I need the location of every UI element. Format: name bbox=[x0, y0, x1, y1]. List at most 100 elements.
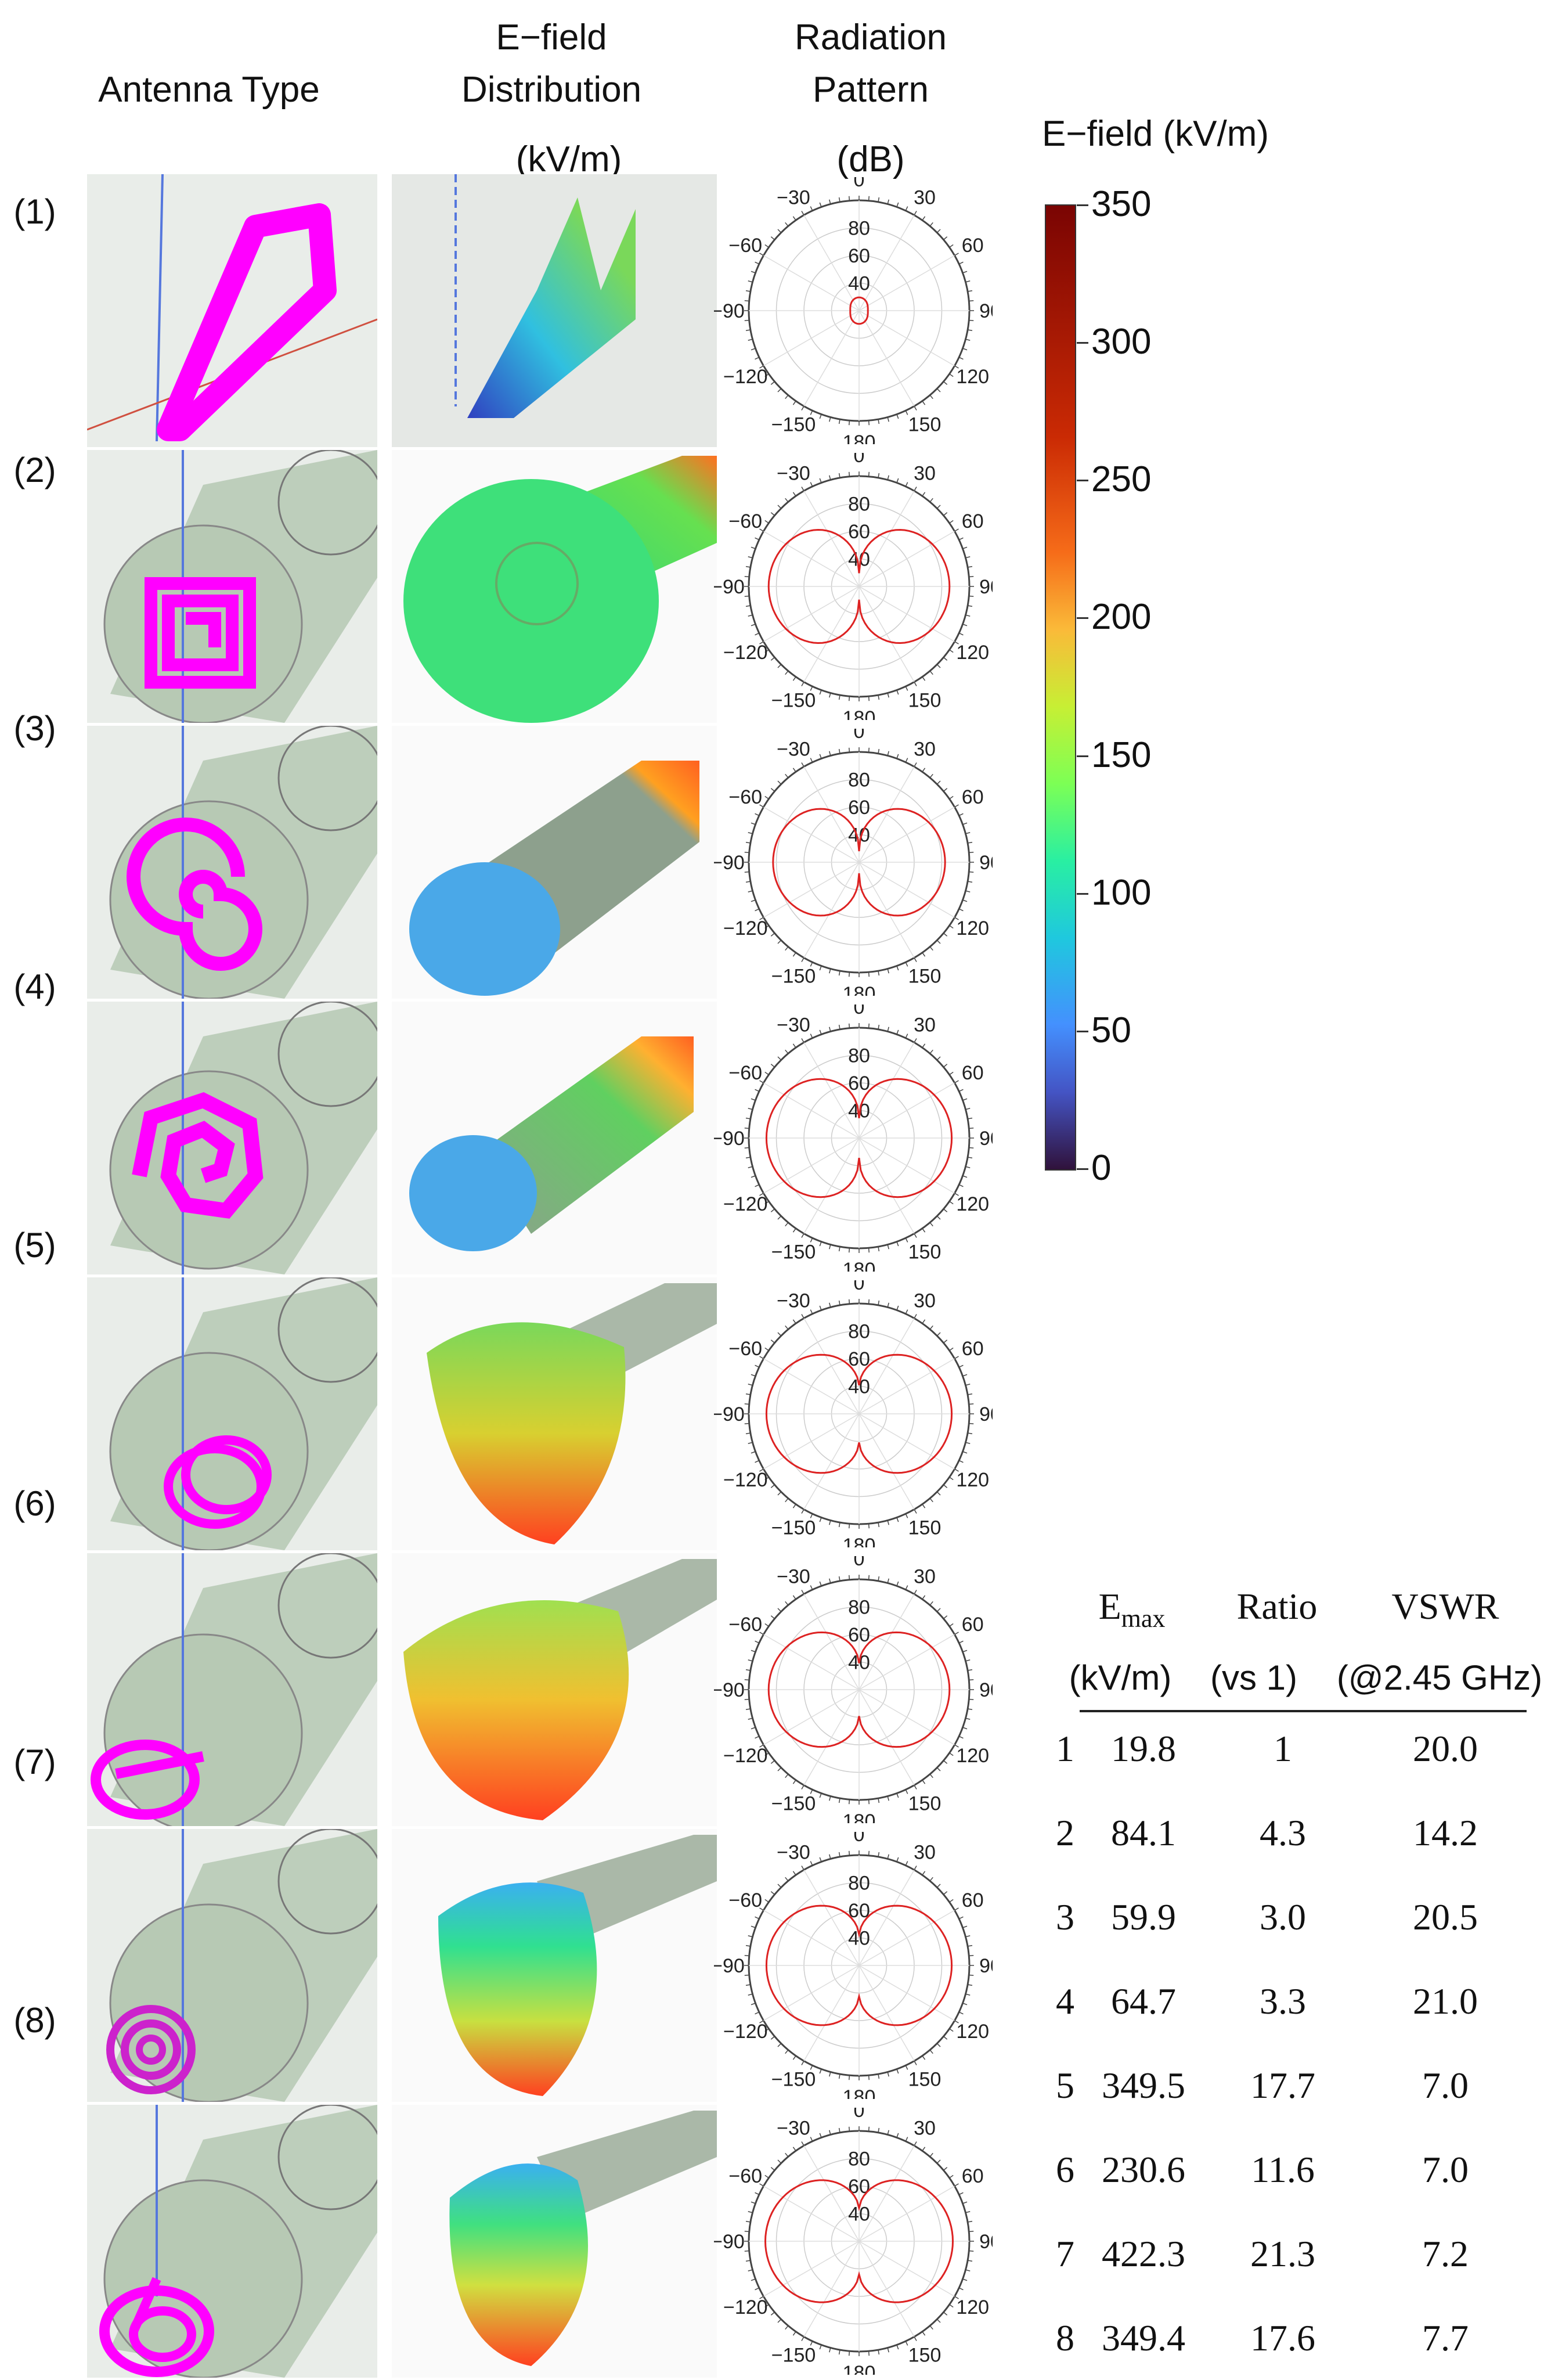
polar-angle-label: 0 bbox=[854, 2108, 865, 2122]
polar-angle-label: 150 bbox=[908, 690, 941, 712]
table-cell-ratio: 3.3 bbox=[1260, 1981, 1306, 2022]
header-radiation-unit: (dB) bbox=[836, 139, 905, 179]
table-cell-emax: 84.1 bbox=[1111, 1812, 1176, 1853]
polar-angle-label: 90 bbox=[979, 1128, 993, 1150]
table-cell-id: 5 bbox=[1056, 2065, 1074, 2106]
polar-angle-label: 60 bbox=[962, 1338, 984, 1360]
table-cell-ratio: 21.3 bbox=[1250, 2233, 1315, 2274]
polar-angle-label: 120 bbox=[956, 917, 989, 939]
polar-angle-label: −60 bbox=[728, 1062, 762, 1084]
radiation-curve bbox=[772, 808, 946, 917]
row-label: (3) bbox=[13, 709, 56, 748]
polar-angle-label: 150 bbox=[908, 1517, 941, 1539]
colorbar-tick bbox=[1077, 1168, 1088, 1170]
polar-angle-label: 30 bbox=[914, 1014, 936, 1036]
polar-radial-label: 80 bbox=[848, 1873, 870, 1895]
polar-radial-label: 40 bbox=[848, 1928, 870, 1950]
table-cell-vswr: 20.0 bbox=[1413, 1728, 1478, 1769]
radiation-curve bbox=[767, 528, 951, 644]
efield-octagonal-spiral-image bbox=[392, 1002, 717, 1274]
polar-angle-label: −120 bbox=[723, 2296, 768, 2318]
table-cell-ratio: 1 bbox=[1274, 1728, 1292, 1769]
polar-angle-label: 90 bbox=[979, 300, 993, 322]
polar-angle-label: 90 bbox=[979, 1955, 993, 1977]
ratio-header: Ratio bbox=[1236, 1586, 1318, 1627]
polar-radial-label: 60 bbox=[848, 1072, 870, 1094]
table-cell-emax: 422.3 bbox=[1102, 2233, 1185, 2274]
radiation-curve bbox=[765, 1353, 953, 1474]
radiation-pattern-1: 0 30 60 90 120 150 180 −30 −60 −90 −120 −150 80 60 40 bbox=[714, 177, 993, 444]
polar-angle-label: −60 bbox=[728, 786, 762, 808]
colorbar-tick bbox=[1077, 755, 1088, 757]
polar-angle-label: −90 bbox=[714, 1955, 745, 1977]
polar-angle-label: 120 bbox=[956, 2296, 989, 2318]
efield-square-spiral-image bbox=[392, 450, 717, 723]
polar-angle-label: −90 bbox=[714, 1403, 745, 1425]
polar-angle-label: 120 bbox=[956, 1745, 989, 1767]
polar-angle-label: −150 bbox=[771, 2069, 816, 2091]
efield-helix-image bbox=[392, 1277, 717, 1550]
polar-angle-label: 60 bbox=[962, 786, 984, 808]
colorbar-tick bbox=[1077, 342, 1088, 344]
polar-angle-label: −150 bbox=[771, 1793, 816, 1815]
polar-angle-label: −60 bbox=[728, 1889, 762, 1911]
table-cell-ratio: 3.0 bbox=[1260, 1896, 1306, 1938]
header-antenna-type: Antenna Type bbox=[98, 70, 320, 110]
table-cell-ratio: 4.3 bbox=[1260, 1812, 1306, 1853]
table-cell-id: 8 bbox=[1056, 2317, 1074, 2359]
polar-angle-label: −120 bbox=[723, 1745, 768, 1767]
polar-radial-label: 60 bbox=[848, 521, 870, 543]
polar-angle-label: −30 bbox=[777, 1014, 810, 1036]
polar-angle-label: 150 bbox=[908, 1241, 941, 1263]
polar-angle-label: 90 bbox=[979, 2231, 993, 2253]
polar-angle-label: 150 bbox=[908, 414, 941, 436]
polar-radial-label: 60 bbox=[848, 1348, 870, 1370]
polar-angle-label: 150 bbox=[908, 2345, 941, 2367]
colorbar-tick-label: 300 bbox=[1091, 322, 1152, 362]
table-cell-id: 7 bbox=[1056, 2233, 1074, 2274]
polar-angle-label: 150 bbox=[908, 2069, 941, 2091]
polar-angle-label: 150 bbox=[908, 966, 941, 988]
polar-angle-label: 180 bbox=[843, 1535, 876, 1547]
table-cell-emax: 19.8 bbox=[1111, 1728, 1176, 1769]
polar-angle-label: 60 bbox=[962, 2165, 984, 2187]
table-cell-vswr: 7.2 bbox=[1422, 2233, 1469, 2274]
emax-unit: (kV/m) bbox=[1069, 1658, 1172, 1697]
polar-angle-label: −120 bbox=[723, 917, 768, 939]
row-label: (4) bbox=[13, 967, 56, 1006]
colorbar-tick-label: 150 bbox=[1091, 734, 1152, 775]
polar-radial-label: 80 bbox=[848, 218, 870, 240]
radiation-curve bbox=[765, 1078, 953, 1198]
row-label: (7) bbox=[13, 1742, 56, 1781]
polar-angle-label: 0 bbox=[854, 1280, 865, 1294]
polar-radial-label: 60 bbox=[848, 2176, 870, 2198]
polar-angle-label: −30 bbox=[777, 462, 810, 484]
polar-angle-label: 60 bbox=[962, 510, 984, 532]
colorbar-tick-label: 250 bbox=[1091, 459, 1152, 500]
table-cell-id: 6 bbox=[1056, 2149, 1074, 2190]
colorbar-tick-label: 350 bbox=[1091, 184, 1152, 224]
antenna-octagonal-spiral-image bbox=[87, 1002, 377, 1274]
polar-angle-label: −60 bbox=[728, 510, 762, 532]
radiation-curve bbox=[764, 2179, 954, 2303]
polar-angle-label: 120 bbox=[956, 1469, 989, 1491]
polar-angle-label: −150 bbox=[771, 966, 816, 988]
table-cell-emax: 349.5 bbox=[1102, 2065, 1185, 2106]
polar-angle-label: −30 bbox=[777, 2117, 810, 2139]
table-cell-emax: 230.6 bbox=[1102, 2149, 1185, 2190]
colorbar-tick bbox=[1077, 1030, 1088, 1032]
antenna-square-spiral-image bbox=[87, 450, 377, 723]
table-cell-emax: 349.4 bbox=[1102, 2317, 1185, 2359]
polar-angle-label: −30 bbox=[777, 1841, 810, 1863]
polar-angle-label: 180 bbox=[843, 1259, 876, 1272]
polar-angle-label: 30 bbox=[914, 2117, 936, 2139]
header-efield-line1: E−field bbox=[496, 17, 607, 57]
polar-angle-label: −120 bbox=[723, 366, 768, 388]
row-label: (6) bbox=[13, 1484, 56, 1523]
table-cell-id: 3 bbox=[1056, 1896, 1074, 1938]
polar-angle-label: 60 bbox=[962, 235, 984, 257]
